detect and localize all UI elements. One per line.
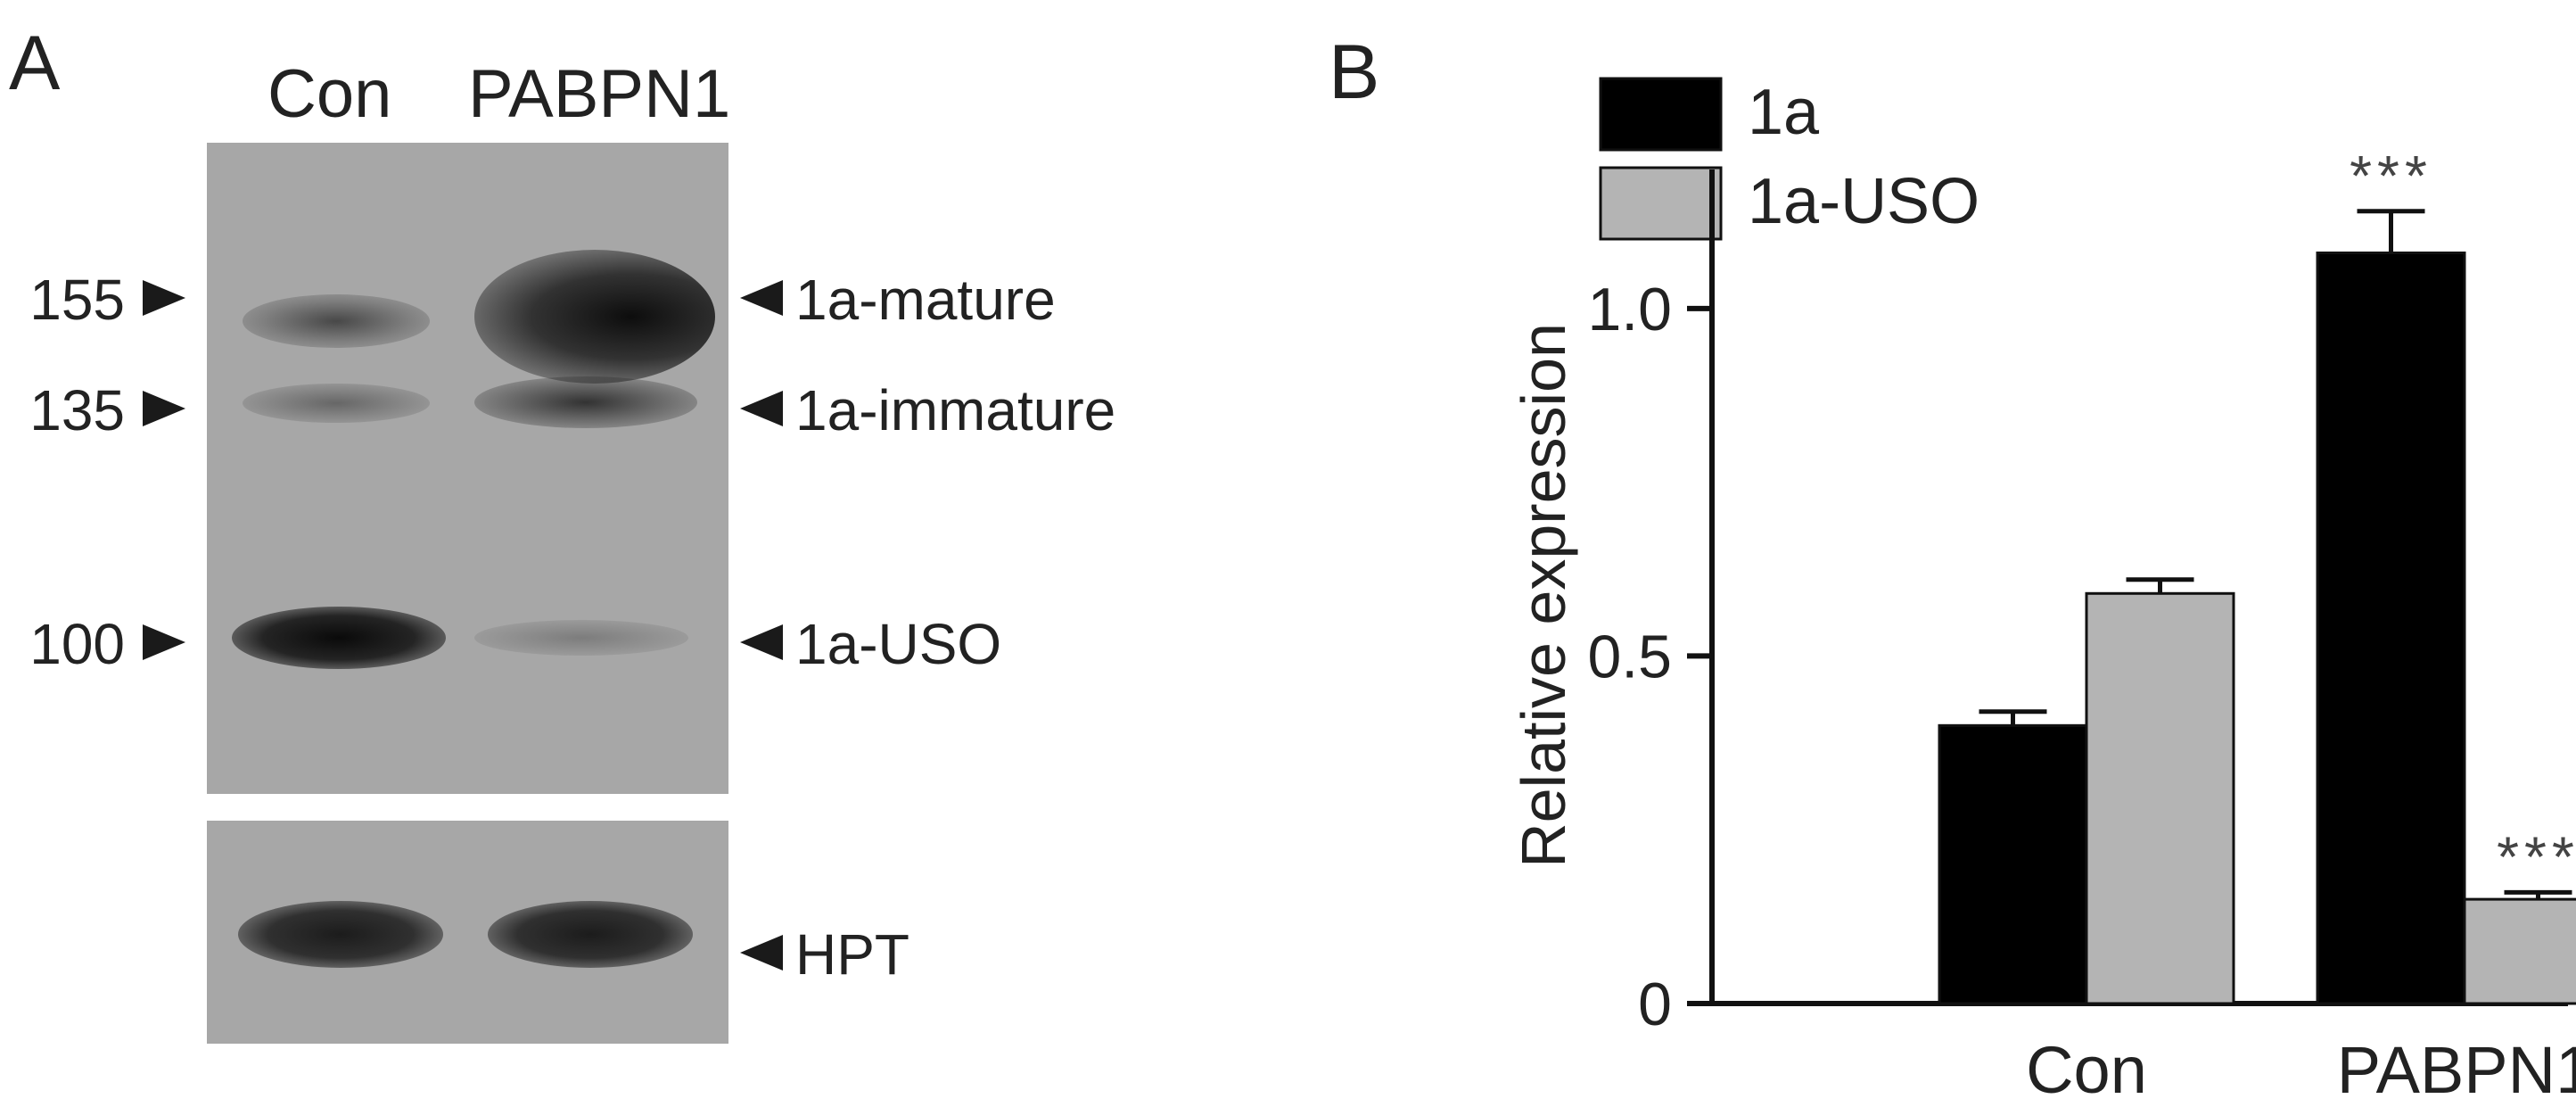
marker-155: 155 bbox=[29, 268, 125, 332]
panel-b-bar-chart: B 1a 1a-USO 0 0.5 1.0 Relative expression Con… bbox=[1293, 0, 2576, 1107]
band-label-1a-uso: 1a-USO bbox=[795, 612, 1002, 676]
legend: 1a 1a-USO bbox=[1599, 77, 1979, 241]
bar-con-1a bbox=[1938, 723, 2088, 1005]
band-con-1a-uso bbox=[232, 607, 446, 669]
marker-135: 135 bbox=[29, 378, 125, 442]
band-pabpn1-1a-mature bbox=[474, 250, 715, 384]
band-label-1a-immature: 1a-immature bbox=[795, 378, 1116, 442]
marker-100-arrow-icon bbox=[143, 624, 185, 660]
main-blot-membrane bbox=[207, 143, 728, 794]
panel-b-letter: B bbox=[1329, 29, 1379, 115]
band-1a-immature-arrow-icon bbox=[740, 391, 783, 426]
significance-pabpn1-1a-uso: *** bbox=[2497, 824, 2576, 888]
lane-label-pabpn1: PABPN1 bbox=[468, 56, 731, 132]
band-label-hpt: HPT bbox=[795, 922, 909, 987]
band-label-1a-mature: 1a-mature bbox=[795, 268, 1056, 332]
significance-pabpn1-1a: *** bbox=[2350, 144, 2432, 208]
band-pabpn1-hpt bbox=[488, 901, 693, 968]
band-1a-uso-arrow-icon bbox=[740, 624, 783, 660]
y-axis-label: Relative expression bbox=[1509, 323, 1578, 868]
y-tick-label-0: 0 bbox=[1638, 971, 1672, 1038]
marker-135-arrow-icon bbox=[143, 391, 185, 426]
chart-bars bbox=[1938, 209, 2576, 1005]
lane-label-con: Con bbox=[267, 56, 392, 132]
panel-a-western-blot: A Con PABPN1 155 135 100 1a-mature 1a-im… bbox=[9, 21, 1116, 1044]
y-tick-label-1: 0.5 bbox=[1587, 623, 1672, 690]
x-tick-label-pabpn1: PABPN1 bbox=[2337, 1033, 2576, 1103]
band-con-1a-immature bbox=[243, 384, 430, 423]
legend-swatch-1a bbox=[1599, 77, 1723, 152]
band-con-hpt bbox=[238, 901, 443, 968]
band-pabpn1-1a-uso bbox=[474, 620, 688, 656]
band-hpt-arrow-icon bbox=[740, 935, 783, 971]
bar-con-1a-uso bbox=[2085, 591, 2235, 1005]
hpt-blot-membrane bbox=[207, 821, 728, 1044]
band-pabpn1-1a-immature bbox=[474, 376, 697, 428]
legend-swatch-1a-uso bbox=[1599, 166, 1723, 241]
legend-label-1a: 1a bbox=[1748, 77, 1820, 148]
band-con-1a-mature bbox=[243, 294, 430, 348]
y-tick-label-2: 1.0 bbox=[1587, 276, 1672, 343]
bar-pabpn1-1a-uso bbox=[2463, 897, 2576, 1005]
marker-100: 100 bbox=[29, 612, 125, 676]
marker-155-arrow-icon bbox=[143, 280, 185, 316]
band-1a-mature-arrow-icon bbox=[740, 280, 783, 316]
panel-a-letter: A bbox=[9, 21, 61, 106]
legend-label-1a-uso: 1a-USO bbox=[1748, 166, 1979, 237]
bar-pabpn1-1a bbox=[2316, 252, 2466, 1005]
x-tick-label-con: Con bbox=[2026, 1033, 2147, 1103]
